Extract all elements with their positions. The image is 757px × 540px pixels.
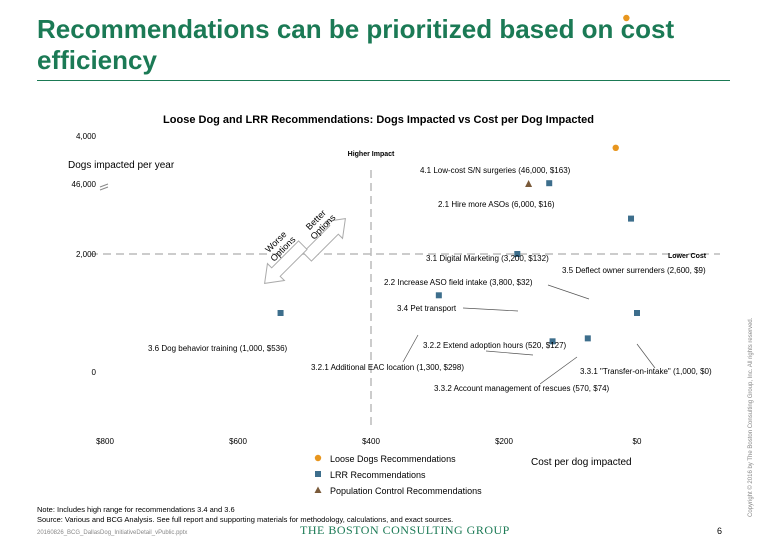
legend-item: LRR Recommendations — [312, 467, 482, 483]
population-control-point — [525, 180, 533, 187]
leader-line — [485, 350, 534, 356]
title-divider — [37, 80, 730, 81]
point-label: 3.6 Dog behavior training (1,000, $536) — [148, 344, 288, 353]
copyright-notice: Copyright © 2016 by The Boston Consultin… — [748, 317, 754, 517]
page-title: Recommendations can be prioritized based… — [37, 14, 675, 75]
legend-label: Loose Dogs Recommendations — [330, 454, 456, 464]
legend-item: Loose Dogs Recommendations — [312, 451, 482, 467]
y-tick-label: 2,000 — [76, 250, 97, 259]
point-label: 4.1 Low-cost S/N surgeries (46,000, $163… — [420, 166, 571, 175]
leader-line — [636, 343, 656, 369]
x-tick-label: $400 — [362, 437, 380, 446]
lrr-point — [546, 180, 553, 187]
point-label: 3.2.2 Extend adoption hours (520, $127) — [423, 341, 567, 350]
lrr-point — [514, 251, 521, 257]
lower-cost-label: Lower Cost — [668, 253, 707, 260]
loose-dog-point — [623, 14, 630, 22]
circle-marker-icon — [312, 454, 324, 464]
legend-item: Population Control Recommendations — [312, 483, 482, 499]
square-marker-icon — [312, 470, 324, 480]
leader-line — [402, 334, 419, 363]
loose-dog-point — [612, 144, 619, 151]
chart-legend: Loose Dogs Recommendations LRR Recommend… — [312, 451, 482, 499]
x-axis-label: Cost per dog impacted — [531, 457, 632, 468]
x-tick-label: $0 — [633, 437, 642, 446]
x-tick-label: $800 — [96, 437, 114, 446]
point-label: 3.1 Digital Marketing (3,200, $132) — [426, 254, 549, 263]
footer-filename: 20160826_BCG_DallasDog_InitiativeDetail_… — [37, 530, 188, 536]
lrr-point — [435, 292, 442, 299]
data-points — [277, 14, 640, 345]
point-label: 3.3.2 Account management of rescues (570… — [434, 384, 610, 393]
leader-line — [547, 284, 590, 300]
y-axis-break-icon — [99, 183, 109, 191]
point-labels: 4.1 Low-cost S/N surgeries (46,000, $163… — [148, 166, 712, 393]
y-tick-label: 4,000 — [76, 132, 97, 141]
note-line: Note: Includes high range for recommenda… — [37, 505, 235, 514]
point-label: 3.5 Deflect owner surrenders (2,600, $9) — [562, 266, 706, 275]
x-tick-label: $200 — [495, 437, 513, 446]
point-label: 2.2 Increase ASO field intake (3,800, $3… — [384, 278, 533, 287]
page-number: 6 — [717, 526, 723, 536]
axis-ticks: $800 $600 $400 $200 $0 0 2,000 4,000 46,000 — [72, 132, 642, 446]
leader-line — [539, 356, 578, 385]
y-tick-label: 0 — [92, 368, 97, 377]
y-tick-label: 46,000 — [72, 180, 97, 189]
footnote: Note: Includes high range for recommenda… — [37, 505, 453, 525]
bcg-logo: THE BOSTON CONSULTING GROUP — [300, 523, 510, 537]
triangle-marker-icon — [312, 486, 324, 496]
legend-label: Population Control Recommendations — [330, 486, 482, 496]
source-line: Source: Various and BCG Analysis. See fu… — [37, 515, 454, 524]
point-label: 2.1 Hire more ASOs (6,000, $16) — [438, 200, 555, 209]
y-axis-label: Dogs impacted per year — [68, 160, 175, 171]
lrr-point — [549, 338, 556, 345]
higher-impact-label: Higher Impact — [348, 151, 395, 158]
lrr-point — [277, 310, 284, 316]
lrr-point — [634, 310, 640, 316]
leader-line — [462, 307, 519, 312]
legend-label: LRR Recommendations — [330, 470, 426, 480]
chart-title: Loose Dog and LRR Recommendations: Dogs … — [163, 114, 594, 126]
leader-lines — [402, 284, 656, 385]
worse-options-arrow — [264, 240, 308, 284]
point-label: 3.3.1 "Transfer-on-intake" (1,000, $0) — [580, 367, 712, 376]
lrr-point — [628, 215, 635, 222]
x-tick-label: $600 — [229, 437, 247, 446]
lrr-point — [584, 335, 591, 342]
point-label: 3.2.1 Additional EAC location (1,300, $2… — [311, 363, 464, 372]
better-options-arrow — [302, 218, 346, 262]
point-label: 3.4 Pet transport — [397, 304, 457, 313]
